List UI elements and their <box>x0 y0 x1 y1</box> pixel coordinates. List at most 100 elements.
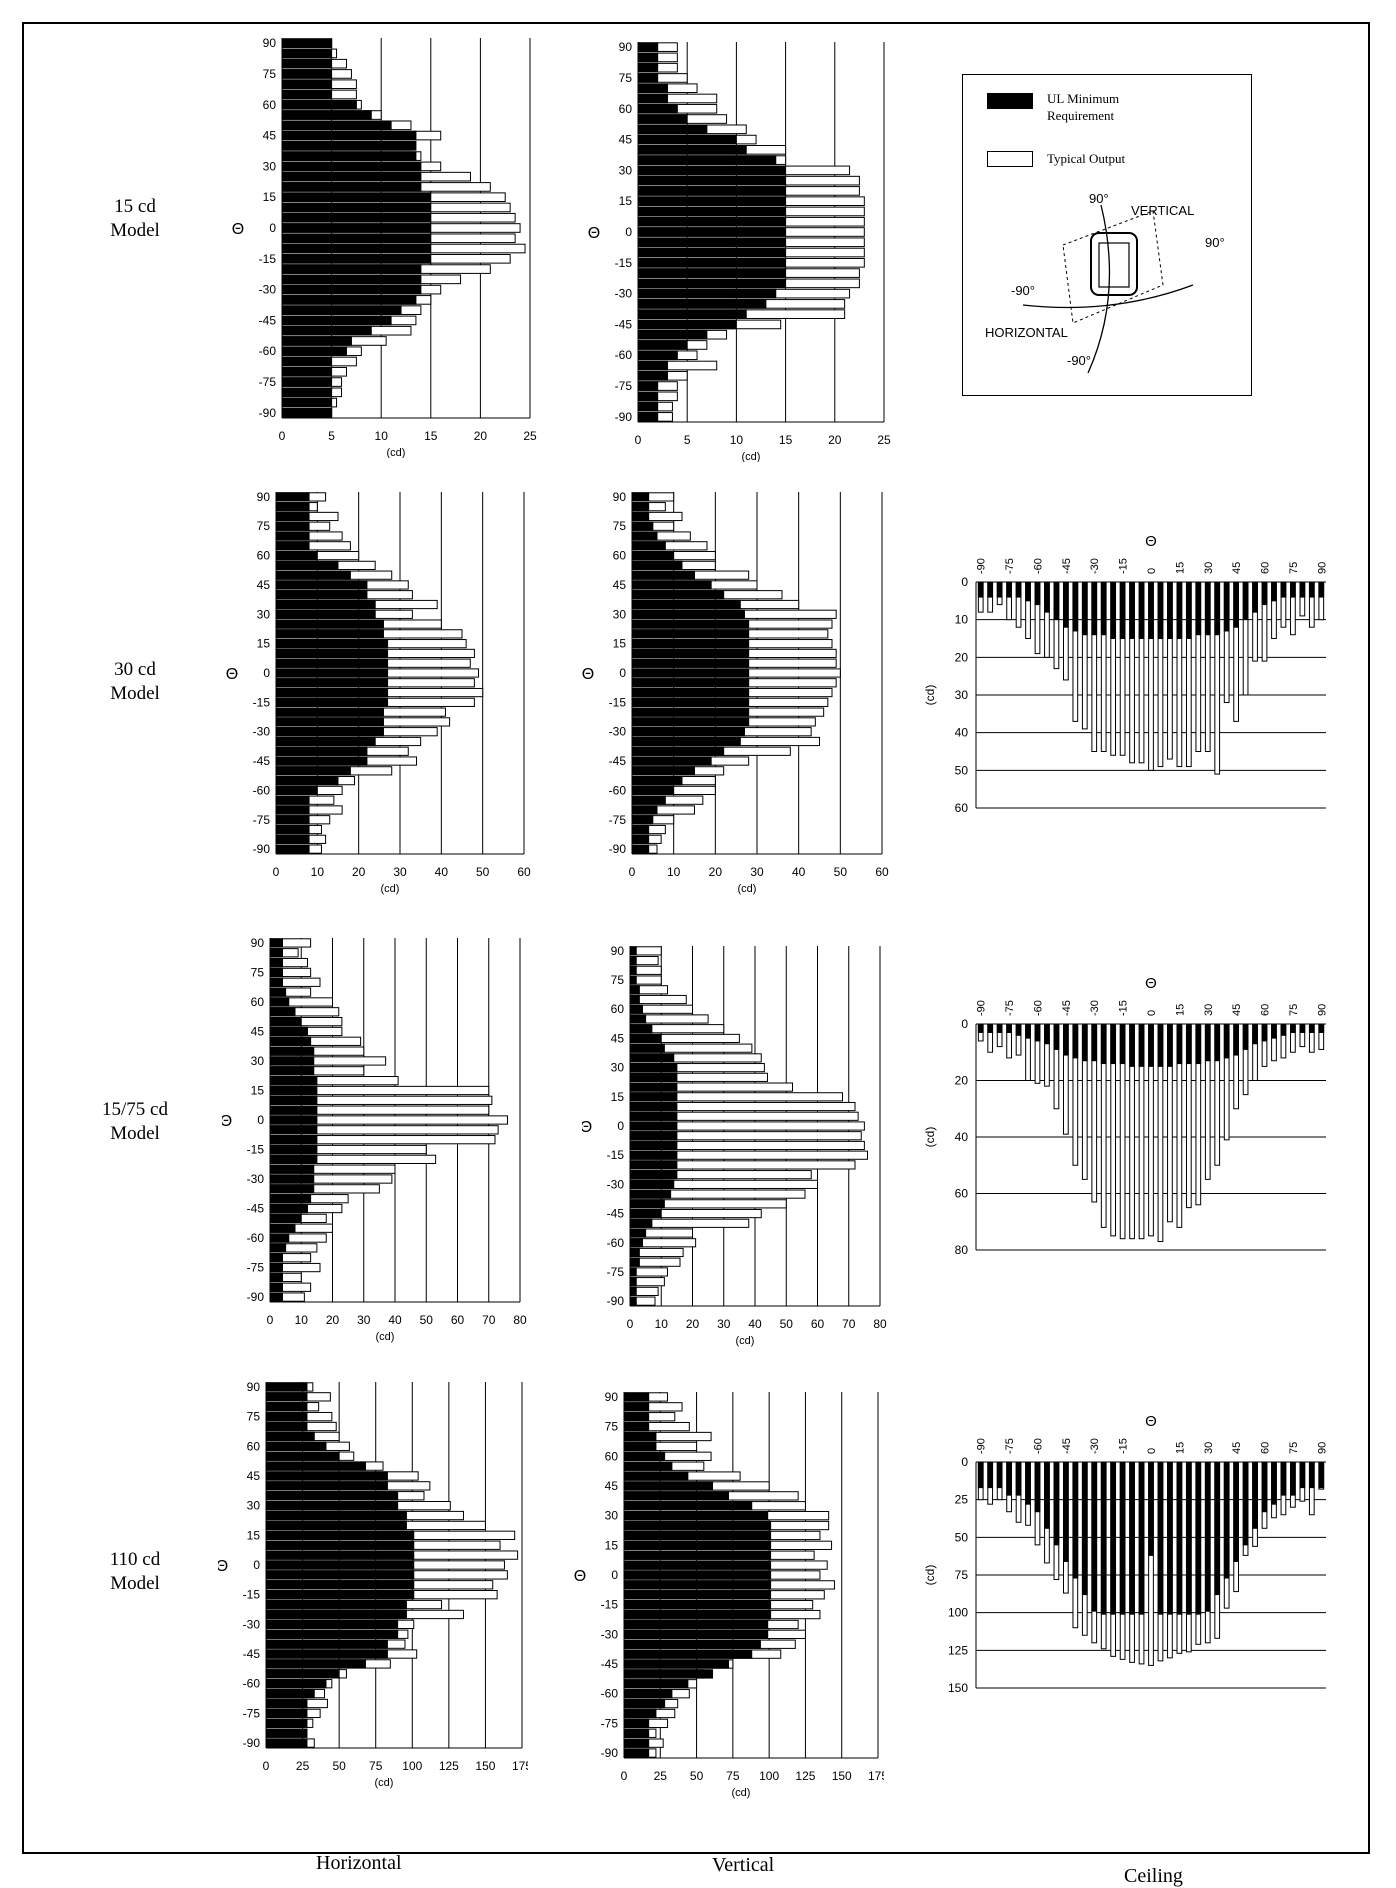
ul-bar <box>275 570 351 580</box>
y-tick-label: 75 <box>611 973 625 987</box>
ul-bar <box>265 1560 415 1570</box>
ul-bar <box>987 581 994 598</box>
ul-bar <box>1214 1023 1221 1062</box>
ul-bar <box>269 1026 308 1037</box>
ul-bar <box>281 223 432 233</box>
y-tick-label: 75 <box>257 519 271 533</box>
ul-bar <box>275 776 339 786</box>
ul-bar <box>1006 581 1012 598</box>
y-tick-label: -45 <box>609 754 627 768</box>
x-tick-label: -75 <box>1004 1000 1016 1016</box>
y-tick-label: 0 <box>961 1017 968 1031</box>
row-label-15cd-line1: 15 cd <box>114 196 156 217</box>
y-tick-label: 50 <box>955 1530 969 1544</box>
ul-bar <box>623 1530 772 1541</box>
ul-bar <box>1129 581 1135 639</box>
ul-bar <box>1204 581 1211 636</box>
ul-bar <box>275 609 376 619</box>
ul-bar <box>1195 1461 1202 1615</box>
ul-bar <box>1204 1461 1211 1612</box>
y-tick-label: -90 <box>607 1294 625 1308</box>
ul-bar <box>265 1510 407 1521</box>
ul-bar <box>1299 581 1306 598</box>
ul-bar <box>265 1570 415 1580</box>
ul-bar <box>265 1491 399 1501</box>
x-tick-label: 30 <box>1203 1004 1215 1016</box>
ul-bar <box>629 1170 678 1180</box>
ul-bar <box>631 707 750 717</box>
ul-bar <box>269 1243 287 1253</box>
ul-bar <box>265 1679 327 1689</box>
ul-bar <box>631 717 750 727</box>
y-tick-label: 0 <box>619 666 626 680</box>
ul-bar <box>275 795 310 805</box>
ul-bar <box>637 73 659 83</box>
ul-bar <box>281 295 417 305</box>
y-tick-label: 60 <box>955 801 969 815</box>
diagram-lens <box>1098 242 1130 288</box>
y-tick-label: 30 <box>613 607 627 621</box>
y-tick-label: -45 <box>259 313 277 327</box>
ul-bar <box>275 502 310 512</box>
ul-bar <box>631 756 712 766</box>
x-tick-label: 0 <box>267 1313 274 1327</box>
y-tick-label: -45 <box>607 1207 625 1221</box>
x-tick-label: 175 <box>512 1759 528 1773</box>
x-tick-label: 25 <box>523 429 537 443</box>
ul-bar <box>1176 1461 1183 1615</box>
y-tick-label: -60 <box>609 783 627 797</box>
y-tick-label: -60 <box>607 1236 625 1250</box>
ul-bar <box>629 1257 640 1267</box>
ul-bar <box>265 1728 308 1738</box>
x-tick-label: 30 <box>717 1317 731 1331</box>
ul-bar <box>637 134 737 145</box>
y-tick-label: 60 <box>613 549 627 563</box>
x-tick-label: 0 <box>635 433 642 447</box>
ul-bar <box>629 1179 675 1189</box>
ul-bar <box>631 776 683 786</box>
ul-bar <box>1015 581 1022 598</box>
row-label-30cd: 30 cd Model <box>80 658 190 706</box>
ul-bar <box>265 1500 399 1511</box>
diagram-left-label: -90° <box>1011 283 1035 298</box>
ul-bar <box>265 1659 366 1669</box>
x-tick-label: 60 <box>875 865 889 879</box>
ul-bar <box>1308 1461 1315 1489</box>
ul-bar <box>1044 581 1050 613</box>
ul-bar <box>623 1698 666 1709</box>
ul-bar <box>1271 1461 1277 1505</box>
ul-bar <box>269 987 287 997</box>
ul-bar <box>637 42 659 52</box>
ul-bar <box>623 1659 730 1669</box>
y-tick-label: -60 <box>259 344 277 358</box>
ul-bar <box>631 815 654 825</box>
ul-bar <box>1129 1023 1135 1067</box>
ul-bar <box>631 785 675 796</box>
ul-bar <box>1063 581 1069 628</box>
ul-bar <box>629 1111 678 1121</box>
ul-bar <box>275 658 389 668</box>
y-tick-label: 60 <box>257 549 271 563</box>
ul-bar <box>1006 1461 1012 1496</box>
ul-bar <box>275 746 368 756</box>
ul-bar <box>637 319 737 330</box>
ul-bar <box>265 1698 308 1709</box>
y-tick-label: 150 <box>948 1681 968 1695</box>
y-tick-label: 0 <box>617 1119 624 1133</box>
ul-bar <box>269 967 283 978</box>
x-tick-label: 45 <box>1231 1442 1243 1454</box>
y-tick-label: -30 <box>259 283 277 297</box>
diagram-vertical-label: VERTICAL <box>1131 203 1194 218</box>
y-tick-label: -60 <box>247 1231 265 1245</box>
ul-bar <box>269 1105 318 1115</box>
y-tick-label: 90 <box>263 36 277 50</box>
ul-bar <box>631 727 745 737</box>
y-tick-label: 45 <box>263 129 277 143</box>
ul-bar <box>1318 581 1325 598</box>
ul-bar <box>631 609 745 619</box>
x-tick-label: 90 <box>1316 562 1328 574</box>
ul-bar <box>269 1213 302 1224</box>
row-label-1575cd-line1: 15/75 cd <box>102 1099 168 1120</box>
ul-bar <box>275 805 310 815</box>
y-tick-label: -45 <box>601 1657 619 1671</box>
